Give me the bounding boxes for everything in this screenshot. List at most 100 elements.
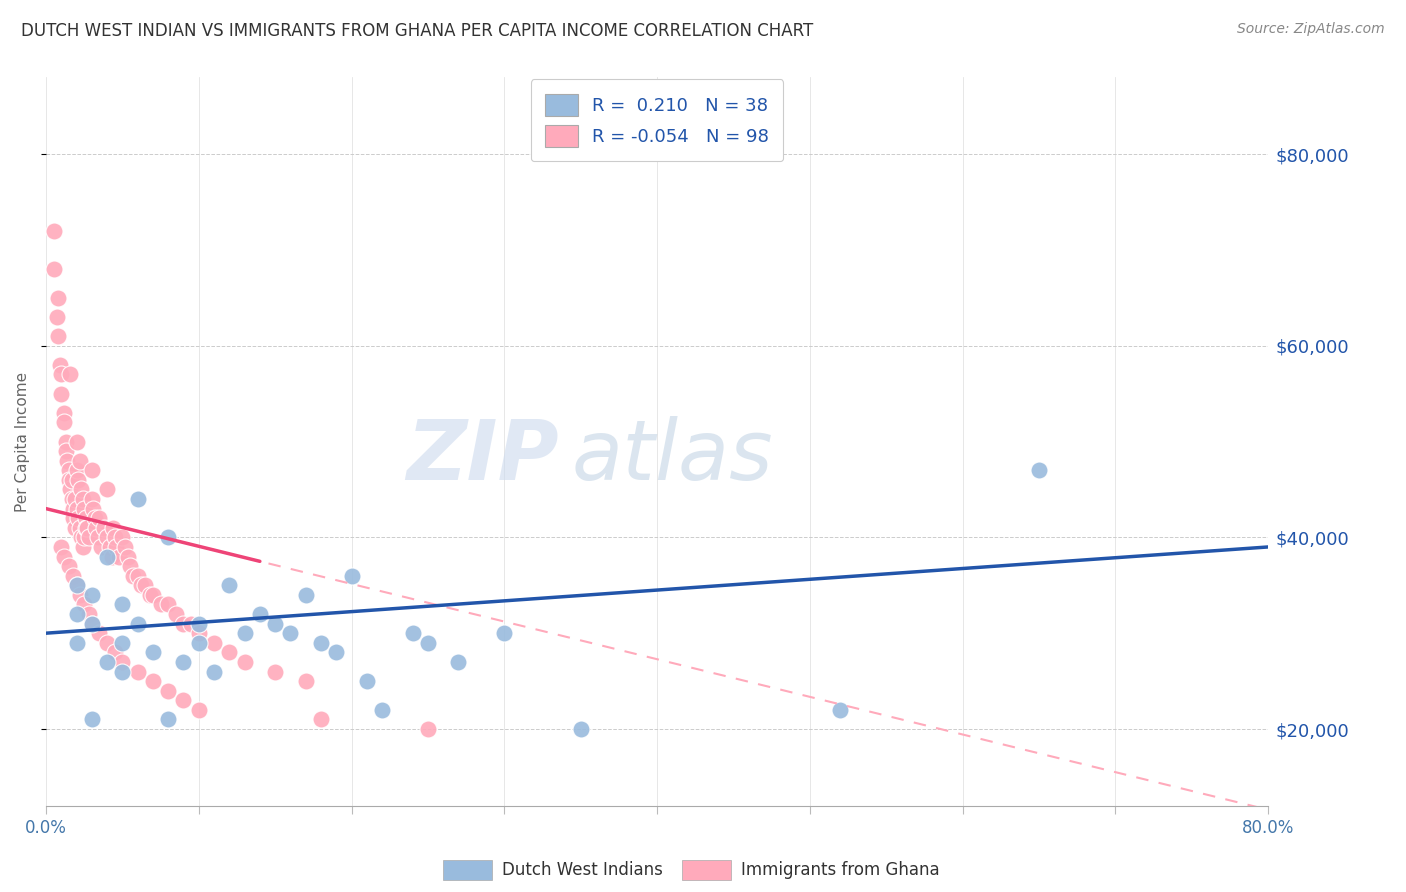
Text: DUTCH WEST INDIAN VS IMMIGRANTS FROM GHANA PER CAPITA INCOME CORRELATION CHART: DUTCH WEST INDIAN VS IMMIGRANTS FROM GHA… (21, 22, 813, 40)
Point (325, 645, 347, 659)
Point (233, 626, 256, 640)
Point (157, 683, 180, 698)
Point (53, 549, 76, 564)
Point (111, 636, 134, 650)
Point (80, 616, 103, 631)
Point (127, 568, 149, 582)
Point (42, 224, 65, 238)
Point (86, 521, 108, 535)
Point (80, 713, 103, 727)
Point (69, 588, 91, 602)
Point (67, 511, 90, 525)
Legend: R =  0.210   N = 38, R = -0.054   N = 98: R = 0.210 N = 38, R = -0.054 N = 98 (530, 79, 783, 161)
Point (53, 406, 76, 420)
Point (48, 358, 70, 372)
Point (98, 540, 121, 554)
Text: Immigrants from Ghana: Immigrants from Ghana (741, 861, 939, 879)
Point (356, 674, 378, 689)
Point (76, 521, 98, 535)
Point (139, 588, 162, 602)
Point (172, 693, 194, 707)
Point (157, 530, 180, 544)
Point (447, 655, 470, 669)
Point (75, 521, 97, 535)
Point (264, 665, 287, 679)
Point (180, 616, 202, 631)
Point (108, 549, 131, 564)
Point (65, 636, 87, 650)
Point (77, 530, 100, 544)
Point (73, 501, 96, 516)
Point (55, 444, 77, 458)
Point (371, 703, 394, 717)
Point (93, 521, 115, 535)
Point (134, 578, 156, 592)
Point (65, 434, 87, 449)
Point (58, 463, 80, 477)
Point (202, 636, 225, 650)
Point (59, 483, 82, 497)
Point (111, 665, 134, 679)
Point (202, 665, 225, 679)
Point (96, 530, 118, 544)
Point (114, 540, 136, 554)
Point (416, 722, 439, 736)
Point (73, 530, 96, 544)
Point (65, 501, 87, 516)
Point (56, 453, 79, 467)
Point (72, 491, 94, 506)
Point (233, 655, 256, 669)
Point (55, 434, 77, 449)
Point (264, 616, 287, 631)
Point (70, 530, 93, 544)
Point (111, 655, 134, 669)
Point (127, 665, 149, 679)
Point (494, 626, 516, 640)
Point (62, 511, 84, 525)
Text: Source: ZipAtlas.com: Source: ZipAtlas.com (1237, 22, 1385, 37)
Point (309, 636, 332, 650)
Point (416, 636, 439, 650)
Point (142, 588, 165, 602)
Point (1028, 463, 1050, 477)
Point (69, 453, 91, 467)
Point (294, 588, 316, 602)
Point (172, 655, 194, 669)
Point (72, 540, 94, 554)
Point (65, 607, 87, 621)
Text: ZIP: ZIP (406, 416, 560, 497)
Point (157, 598, 180, 612)
Point (89, 626, 111, 640)
Point (60, 473, 83, 487)
Point (58, 473, 80, 487)
Point (96, 655, 118, 669)
Point (280, 626, 302, 640)
Point (100, 549, 122, 564)
Text: Dutch West Indians: Dutch West Indians (502, 861, 662, 879)
Point (129, 578, 152, 592)
Point (80, 491, 103, 506)
Point (187, 703, 209, 717)
Point (118, 559, 141, 574)
Point (830, 703, 852, 717)
Point (65, 578, 87, 592)
Point (75, 511, 97, 525)
Point (58, 559, 80, 574)
Point (69, 521, 91, 535)
Point (73, 598, 96, 612)
Point (104, 530, 127, 544)
Point (82, 501, 104, 516)
Point (62, 501, 84, 516)
Point (103, 521, 125, 535)
Point (149, 598, 172, 612)
Point (142, 674, 165, 689)
Point (165, 607, 187, 621)
Point (157, 713, 180, 727)
Point (83, 511, 105, 525)
Y-axis label: Per Capita Income: Per Capita Income (15, 371, 30, 512)
Point (249, 607, 271, 621)
Point (80, 588, 103, 602)
Point (67, 473, 90, 487)
Point (127, 616, 149, 631)
Point (96, 636, 118, 650)
